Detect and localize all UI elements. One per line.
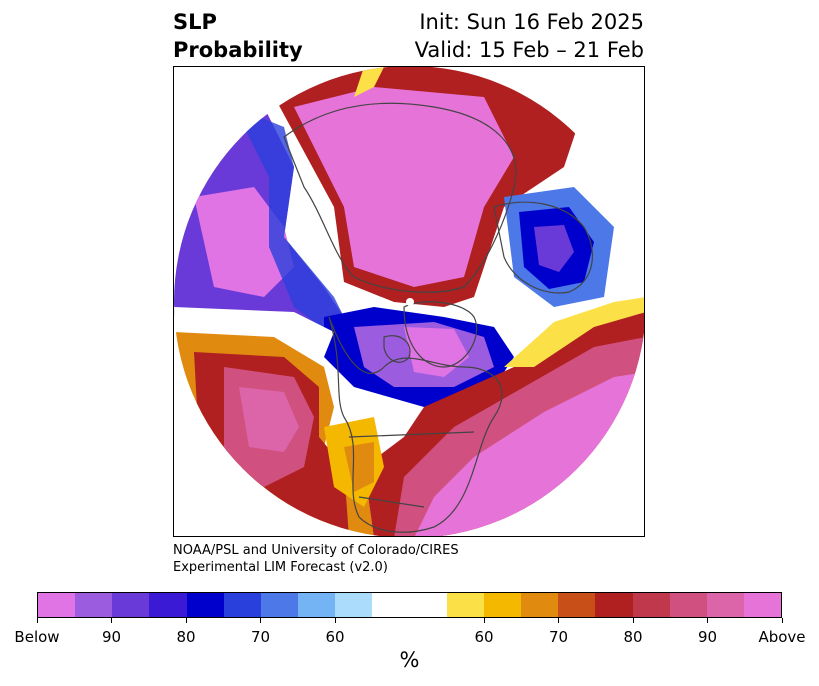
map-title: SLP Probability xyxy=(173,8,303,64)
colorbar-segment xyxy=(558,593,596,617)
colorbar-tick xyxy=(483,618,485,623)
colorbar-tick xyxy=(558,618,559,623)
colorbar-tick-label: 80 xyxy=(623,628,643,646)
above-region-southwest-inner xyxy=(344,442,374,492)
colorbar-segment xyxy=(632,593,670,617)
valid-range: Valid: 15 Feb – 21 Feb xyxy=(414,38,644,62)
probability-map xyxy=(173,66,645,537)
colorbar-segment xyxy=(409,593,447,617)
probability-colorbar xyxy=(37,592,782,618)
coastlines xyxy=(283,102,593,533)
colorbar-segment xyxy=(186,593,224,617)
colorbar-tick xyxy=(334,618,336,623)
above-region-north-fringe xyxy=(354,67,384,97)
credit-text: NOAA/PSL and University of Colorado/CIRE… xyxy=(173,542,459,576)
colorbar-tick-label: 70 xyxy=(250,628,271,646)
colorbar-segment xyxy=(335,593,373,617)
colorbar-tick-label: 60 xyxy=(474,628,494,646)
colorbar-tick xyxy=(781,618,783,623)
colorbar-segment xyxy=(223,593,261,617)
colorbar-tick xyxy=(111,618,112,623)
colorbar-tick xyxy=(36,618,38,623)
eurasia-coast xyxy=(283,102,517,293)
colorbar-tick-label: Above xyxy=(758,628,806,646)
above-region-north-inner xyxy=(294,87,514,287)
colorbar-tick-label: 60 xyxy=(325,628,345,646)
colorbar-segment xyxy=(521,593,559,617)
neutral-strip xyxy=(174,307,334,357)
polar-map-svg xyxy=(174,67,644,536)
colorbar-segment xyxy=(595,593,633,617)
colorbar-segment xyxy=(260,593,299,617)
below-region-west-edge xyxy=(234,107,344,329)
colorbar-segment xyxy=(75,593,113,617)
colorbar-tick xyxy=(707,618,708,623)
us-border xyxy=(348,431,475,438)
colorbar-tick-label: 70 xyxy=(548,628,569,646)
init-date: Init: Sun 16 Feb 2025 xyxy=(419,10,644,34)
colorbar-tick-label: 80 xyxy=(176,628,196,646)
colorbar-segment xyxy=(38,593,76,617)
colorbar-tick-label: Below xyxy=(14,628,60,646)
colorbar-segment xyxy=(372,593,410,617)
colorbar-ticks: Below 90 80 70 60 60 70 80 90 Above xyxy=(14,618,806,646)
colorbar-segment xyxy=(483,593,522,617)
mexico-border xyxy=(358,496,425,508)
colorbar-segment xyxy=(743,593,782,617)
europe-coast xyxy=(493,201,593,294)
title-product: Probability xyxy=(173,38,303,62)
north-pole-marker xyxy=(406,298,414,306)
colorbar-tick-label: 90 xyxy=(101,628,122,646)
above-fringe-yellow xyxy=(504,297,644,367)
colorbar-segment xyxy=(149,593,187,617)
colorbar-segment xyxy=(298,593,336,617)
colorbar-tick-label: 90 xyxy=(697,628,718,646)
credit-line-1: NOAA/PSL and University of Colorado/CIRE… xyxy=(173,543,459,558)
greenland-coast xyxy=(403,301,478,368)
colorbar-tick xyxy=(185,618,187,623)
colorbar-unit: % xyxy=(399,648,420,672)
below-region-europe-center xyxy=(534,225,574,272)
colorbar-segment xyxy=(706,593,744,617)
north-america-coast xyxy=(328,316,503,533)
hudson-bay xyxy=(383,335,411,363)
colorbar-segment xyxy=(112,593,150,617)
credit-line-2: Experimental LIM Forecast (v2.0) xyxy=(173,560,388,575)
colorbar-segment xyxy=(669,593,707,617)
colorbar-tick xyxy=(260,618,261,623)
forecast-dates: Init: Sun 16 Feb 2025 Valid: 15 Feb – 21… xyxy=(415,8,644,64)
colorbar-tick xyxy=(632,618,634,623)
below-band-canada-core xyxy=(404,327,469,377)
above-region-pacific-center xyxy=(239,387,299,452)
title-variable: SLP xyxy=(173,10,217,34)
colorbar-segment xyxy=(446,593,484,617)
